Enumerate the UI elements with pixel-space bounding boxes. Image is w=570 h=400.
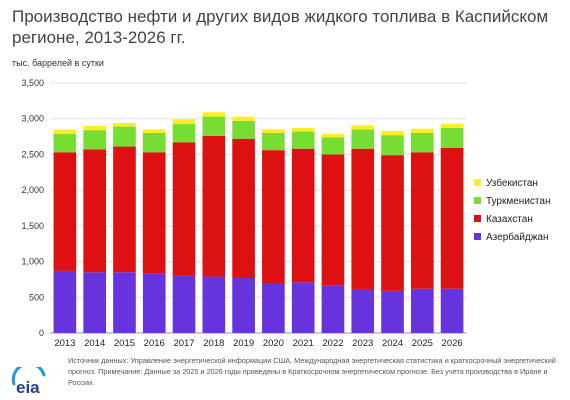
bar-segment <box>321 285 345 333</box>
x-tick-label: 2022 <box>322 338 343 349</box>
bar-segment <box>440 148 464 289</box>
x-tick-label: 2013 <box>54 338 75 349</box>
x-tick-label: 2019 <box>233 338 254 349</box>
x-tick-label: 2023 <box>352 338 373 349</box>
legend-label: Туркменистан <box>486 196 550 207</box>
bar-segment <box>321 133 345 138</box>
x-tick-label: 2018 <box>203 338 224 349</box>
bar-segment <box>172 142 196 276</box>
bar-segment <box>202 276 226 333</box>
legend-swatch <box>474 179 481 186</box>
legend-swatch <box>474 197 481 204</box>
x-tick-label: 2016 <box>144 338 165 349</box>
source-note: Источник данных: Управление энергетическ… <box>68 356 556 387</box>
x-tick-label: 2014 <box>84 338 105 349</box>
bar-segment <box>411 133 434 153</box>
bar-segment <box>440 123 464 128</box>
bar-segment <box>291 131 315 149</box>
bar-segment <box>411 152 434 289</box>
y-tick-label: 1,000 <box>21 257 44 267</box>
x-tick-label: 2026 <box>442 338 463 349</box>
bar-segment <box>232 138 255 278</box>
bar-segment <box>262 133 285 151</box>
bar-segment <box>381 135 404 156</box>
bar-segment <box>142 133 166 153</box>
x-tick-label: 2020 <box>263 338 284 349</box>
y-tick-label: 0 <box>39 328 44 338</box>
chart-title: Производство нефти и других видов жидког… <box>12 7 549 47</box>
bar-segment <box>172 119 196 124</box>
bar-segment <box>53 133 77 153</box>
bar-segment <box>113 272 136 333</box>
bar-segment <box>232 278 255 333</box>
eia-logo: eia <box>11 367 46 397</box>
legend-swatch <box>474 215 481 222</box>
bar-segment <box>262 283 285 333</box>
y-tick-label: 1,500 <box>21 221 44 231</box>
bar-segment <box>202 112 226 117</box>
bar-segment <box>381 130 404 136</box>
bar-segment <box>232 120 255 139</box>
y-tick-label: 3,500 <box>21 78 44 88</box>
svg-text:eia: eia <box>16 378 40 397</box>
bar-segment <box>142 129 166 133</box>
y-tick-label: 2,500 <box>21 149 44 159</box>
legend-label: Азербайджан <box>486 231 549 243</box>
bar-segment <box>172 123 196 143</box>
y-tick-label: 3,000 <box>21 114 44 124</box>
bar-segment <box>232 116 255 121</box>
bar-segment <box>381 290 404 333</box>
bar-segment <box>113 123 136 127</box>
legend-label: Узбекистан <box>486 177 538 189</box>
x-tick-label: 2017 <box>173 338 194 349</box>
x-tick-label: 2025 <box>412 338 433 349</box>
bar-segment <box>351 289 375 333</box>
bar-segment <box>351 125 375 130</box>
bar-segment <box>351 129 375 149</box>
bar-segment <box>202 116 226 136</box>
bar-segment <box>142 152 166 274</box>
bar-segment <box>113 126 136 147</box>
bar-segment <box>440 128 464 148</box>
bar-segment <box>53 152 77 271</box>
bar-segment <box>440 288 464 333</box>
bar-segment <box>83 130 106 150</box>
bar-segment <box>291 148 315 283</box>
bar-segment <box>381 155 404 291</box>
bar-segment <box>351 148 375 290</box>
legend-swatch <box>474 233 481 240</box>
bar-segment <box>53 129 77 134</box>
y-tick-label: 500 <box>29 292 44 302</box>
x-tick-label: 2021 <box>293 338 314 349</box>
y-axis-unit-label: тыс. баррелей в сутки <box>12 58 104 68</box>
bar-segment <box>262 150 285 283</box>
x-tick-label: 2015 <box>114 338 135 349</box>
bar-segment <box>411 128 434 133</box>
bar-segment <box>53 270 77 333</box>
bar-segment <box>262 129 285 133</box>
bar-segment <box>321 154 345 286</box>
x-tick-label: 2024 <box>382 338 403 349</box>
bar-segment <box>83 125 106 131</box>
bar-segment <box>83 272 106 333</box>
bar-segment <box>321 137 345 155</box>
bar-segment <box>291 128 315 132</box>
legend-label: Казахстан <box>486 214 533 225</box>
bar-segment <box>113 146 136 273</box>
bar-segment <box>411 288 434 333</box>
y-tick-label: 2,000 <box>21 185 44 195</box>
bar-segment <box>83 149 106 273</box>
bar-segment <box>172 275 196 333</box>
bar-segment <box>142 273 166 333</box>
bar-segment <box>202 135 226 277</box>
bar-segment <box>291 282 315 333</box>
